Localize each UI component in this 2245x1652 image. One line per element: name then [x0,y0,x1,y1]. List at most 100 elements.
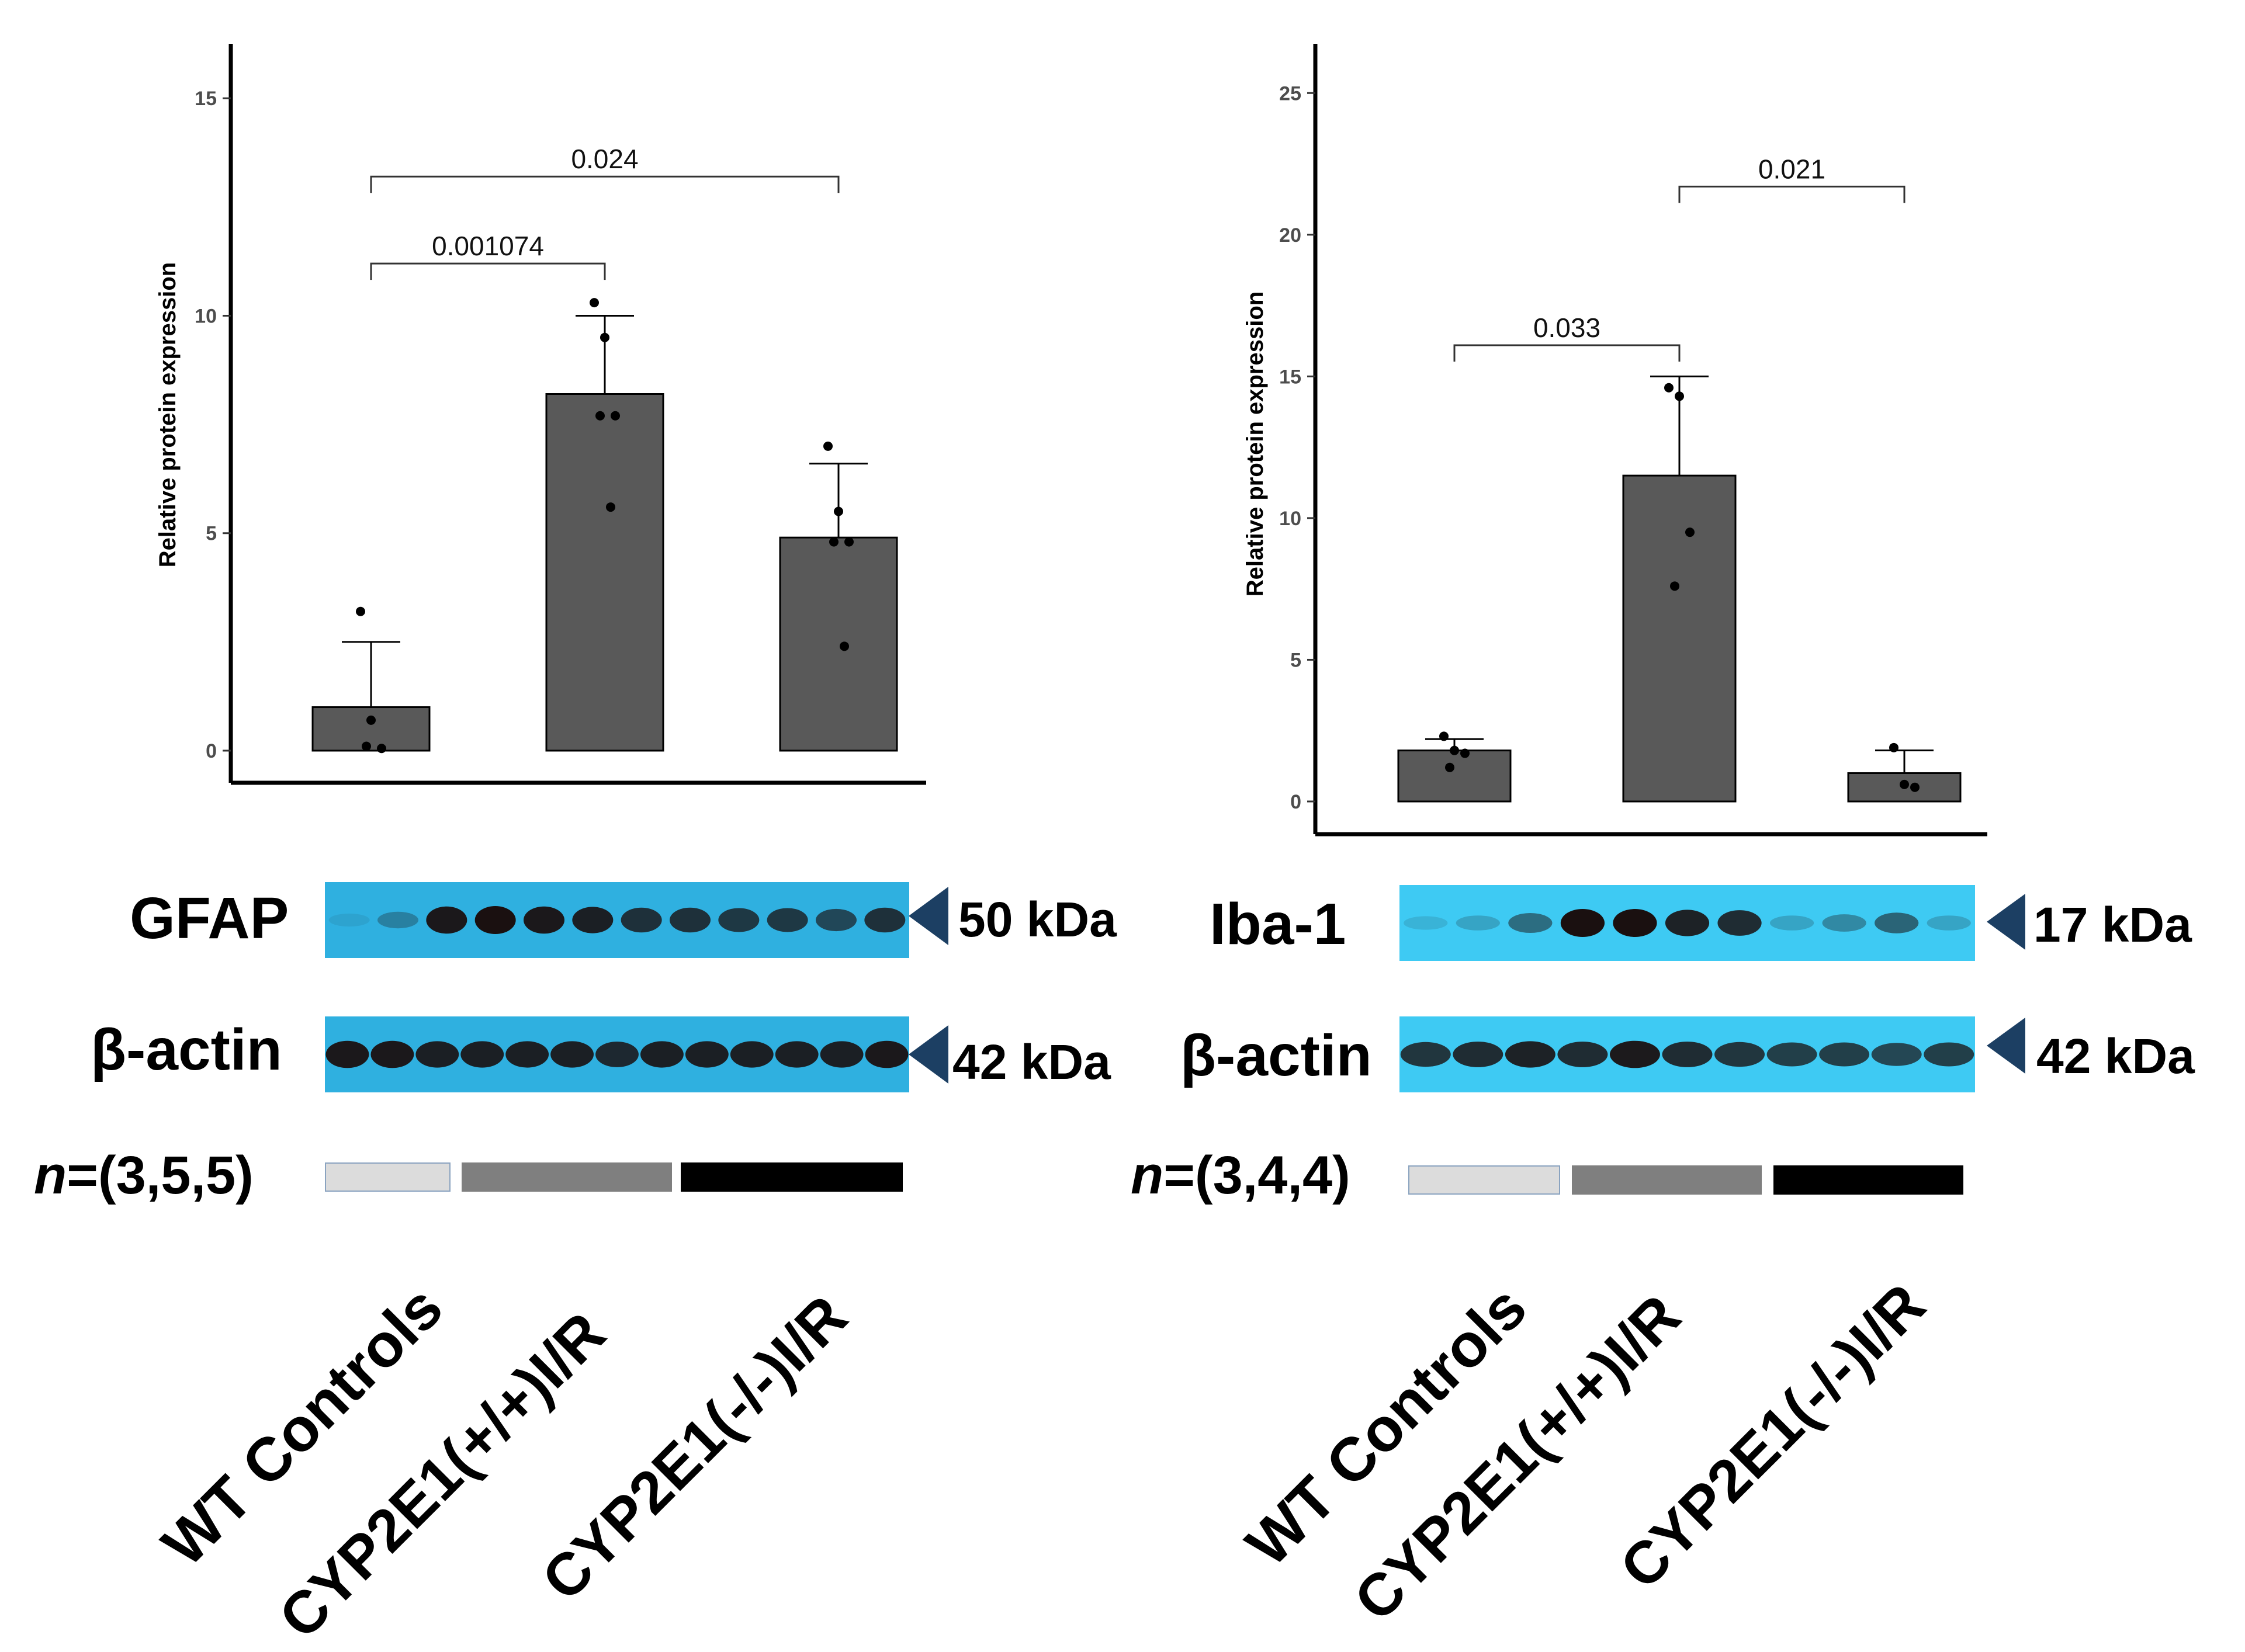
actin-left-band-2 [415,1041,459,1068]
iba1-band-1 [1456,915,1500,931]
iba1-sig-bracket-1 [1678,185,1906,203]
gfap-point-0-0 [356,606,365,616]
n-symbol-right: n [1131,1146,1164,1205]
iba1-point-0-2 [1460,748,1470,758]
iba1-point-2-1 [1900,779,1909,789]
actin-left-band-3 [460,1041,504,1068]
iba1-point-2-2 [1910,782,1920,792]
iba1-ytick-label-3: 15 [1279,366,1301,388]
actin-kda-label-right: 42 kDa [2036,1029,2195,1084]
actin-right-band-2 [1505,1041,1555,1068]
iba1-point-2-0 [1889,742,1898,752]
actin-left-band-8 [685,1041,729,1068]
iba1-point-0-0 [1439,731,1449,741]
iba1-point-1-3 [1670,581,1679,591]
actin-left-band-10 [775,1041,819,1068]
gfap-band-2 [426,906,467,934]
actin-blot-image-left [325,1016,909,1092]
gfap-ytick-label-0: 0 [206,740,217,762]
n-values-left: =(3,5,5) [67,1146,254,1205]
actin-bands-left [325,1040,909,1068]
iba1-band-7 [1769,915,1814,931]
actin-bands-right [1400,1040,1974,1068]
iba1-point-1-2 [1685,527,1695,537]
actin-blot-label-left: β-actin [91,1017,282,1082]
gfap-point-2-2 [844,537,854,547]
iba1-band-4 [1613,909,1657,937]
iba1-point-1-1 [1675,391,1684,401]
iba1-ytick-label-0: 0 [1290,791,1301,813]
actin-left-band-0 [325,1040,369,1068]
gfap-point-1-0 [590,298,599,308]
gfap-band-11 [864,907,906,933]
gfap-ytick-label-2: 10 [195,305,217,327]
iba1-band-0 [1404,916,1448,930]
legend-bar-wt-left [325,1162,451,1192]
iba1-sig-label-0: 0.033 [1533,313,1600,343]
gfap-blot-image [325,882,909,958]
gfap-band-1 [377,911,418,929]
iba1-sig-label-1: 0.021 [1758,154,1825,184]
actin-kda-label-left: 42 kDa [952,1035,1111,1089]
gfap-band-5 [572,907,614,933]
gfap-bar-1 [545,393,664,752]
actin-left-band-9 [730,1041,774,1068]
iba1-band-2 [1508,913,1553,933]
gfap-blot-label: GFAP [130,886,289,951]
actin-left-band-11 [820,1041,864,1068]
iba1-band-5 [1665,910,1710,936]
gfap-point-1-3 [595,411,605,421]
iba1-band-10 [1927,915,1971,931]
iba1-bar-chart: 0 5 10 15 20 25 Relative protein expression 0.0… [1242,44,1987,837]
iba1-ytick-label-1: 5 [1290,649,1301,671]
gfap-bar-2 [779,536,898,752]
n-label-left: n=(3,5,5) [34,1145,254,1206]
iba1-point-0-1 [1450,745,1459,755]
actin-right-band-8 [1819,1042,1870,1067]
gfap-y-axis-label: Relative protein expression [155,262,181,567]
actin-right-band-10 [1924,1042,1974,1067]
iba1-kda-label: 17 kDa [2033,897,2192,952]
gfap-kda-label: 50 kDa [958,892,1117,947]
actin-left-band-1 [370,1040,414,1068]
actin-right-band-1 [1453,1042,1503,1067]
iba1-y-axis-label: Relative protein expression [1242,291,1268,596]
actin-right-band-3 [1557,1042,1608,1067]
gfap-point-1-1 [600,332,609,342]
n-label-right: n=(3,4,4) [1131,1145,1350,1206]
gfap-arrow-icon [909,887,948,945]
iba1-point-1-0 [1664,383,1674,393]
gfap-band-4 [524,906,564,934]
actin-blot-image-right [1399,1016,1975,1092]
figure: 0 5 10 15 Relative protein expression 0.00107… [155,44,1987,837]
actin-left-band-6 [595,1042,639,1067]
iba1-blot-label: Iba-1 [1210,891,1346,957]
iba1-ytick-label-2: 10 [1279,508,1301,530]
actin-right-band-9 [1871,1043,1922,1066]
gfap-band-0 [328,913,370,927]
iba1-band-9 [1875,912,1919,933]
actin-arrow-icon-left [909,1025,948,1084]
gfap-point-2-4 [840,641,849,651]
gfap-ytick-label-3: 15 [195,88,217,110]
actin-arrow-icon-right [1987,1018,2025,1074]
actin-right-band-6 [1714,1042,1765,1067]
gfap-band-6 [621,907,662,933]
legend-bar-pp-left [462,1162,672,1192]
iba1-band-3 [1560,909,1605,937]
legend-bar-pp-right [1572,1165,1762,1195]
gfap-band-9 [767,908,808,932]
n-values-right: =(3,4,4) [1163,1146,1350,1205]
gfap-point-1-2 [611,411,620,421]
legend-bar-wt-right [1408,1165,1560,1195]
iba1-blot-image [1399,885,1975,961]
gfap-sig-bracket-0 [370,262,606,280]
gfap-ytick-label-1: 5 [206,523,217,545]
gfap-band-10 [816,908,857,932]
gfap-band-3 [474,906,516,934]
gfap-point-0-3 [362,741,371,751]
gfap-point-1-4 [606,502,615,512]
iba1-bands [1404,909,1971,937]
iba1-ytick-label-5: 25 [1279,82,1301,105]
iba1-ytick-label-4: 20 [1279,224,1301,247]
